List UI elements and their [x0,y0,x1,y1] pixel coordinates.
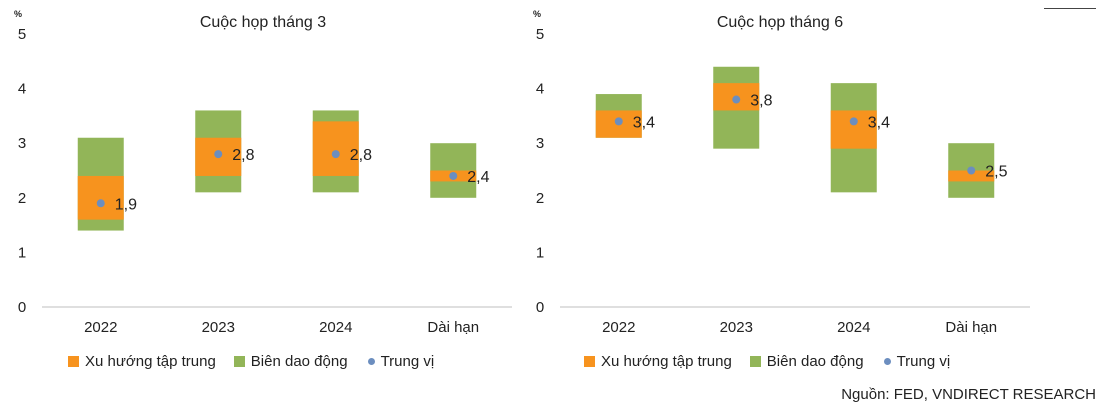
legend-label-range: Biên dao động [766,352,864,370]
chart-2-median-label: 3,4 [633,114,655,131]
legend-item-range: Biên dao động [749,352,864,370]
chart-2-title: Cuộc họp tháng 6 [717,14,843,31]
source-note: Nguồn: FED, VNDIRECT RESEARCH [841,386,1096,403]
chart-1-x-tick-label: 2023 [202,319,235,336]
chart-1-central-bar [312,121,359,176]
chart-1-median-label: 2,8 [232,147,254,164]
chart-1-y-tick-label: 0 [18,299,26,316]
chart-1-y-tick-label: 1 [18,244,26,261]
chart-1-y-tick-label: 2 [18,190,26,207]
chart-2-x-tick-label: 2023 [720,319,753,336]
chart-2-median-label: 3,8 [750,93,772,110]
chart-1-median-label: 1,9 [115,196,137,213]
chart-1-y-unit: % [14,9,22,19]
legend-label-median: Trung vị [380,352,435,370]
chart-2-median-point [967,166,976,175]
legend-item-central: Xu hướng tập trung [68,353,216,370]
chart-1-median-point [449,171,458,180]
chart-2-median-label: 2,5 [985,164,1007,181]
legend-label-central: Xu hướng tập trung [601,352,732,370]
charts: Cuộc họp tháng 3% 0 1 2 3 4 5 1,9 2022 2,8 2023 2,8… [14,9,1030,336]
chart-2-median-point [849,117,858,126]
legend-swatch-central [68,355,79,367]
chart-2-x-tick-label: 2024 [837,319,870,336]
chart-2-central-bar [948,170,995,182]
chart-2-y-tick-label: 0 [536,299,544,316]
chart-1-median-point [331,150,340,159]
legend-right: Xu hướng tập trung Biên dao động Trung v… [584,349,968,373]
legend-label-central: Xu hướng tập trung [85,352,216,370]
chart-1-y-tick-label: 5 [18,26,26,43]
chart-1-central-bar [77,175,124,220]
chart-1-median-label: 2,8 [350,147,372,164]
chart-2-x-tick-label: 2022 [602,319,635,336]
chart-2-y-tick-label: 3 [536,135,544,152]
legend-item-range: Biên dao động [233,352,348,370]
chart-2-median-label: 3,4 [868,114,890,131]
divider [1044,8,1096,9]
legend-swatch-central [584,355,595,367]
chart-2-median-point [732,95,741,104]
chart-2-central-bar [830,110,877,149]
chart-1-median-point [96,199,105,208]
legend-item-central: Xu hướng tập trung [584,353,732,370]
chart-1-y-tick-label: 3 [18,135,26,152]
legend-swatch-median [883,357,891,365]
legend-item-median: Trung vị [882,352,951,370]
chart-2-median-point [614,117,623,126]
chart-1-x-tick-label: 2024 [319,319,352,336]
chart-2-y-tick-label: 2 [536,190,544,207]
chart-2-y-unit: % [533,9,541,19]
chart-1-y-tick-label: 4 [18,81,26,98]
chart-2-y-tick-label: 4 [536,81,544,98]
legend-swatch-median [367,357,375,365]
legend-swatch-range [233,355,245,367]
legend-left: Xu hướng tập trung Biên dao động Trung v… [68,349,452,373]
chart-1-title: Cuộc họp tháng 3 [200,14,326,31]
legend-label-range: Biên dao động [250,352,348,370]
chart-1-x-tick-label: Dài hạn [427,319,479,336]
chart-2-y-tick-label: 1 [536,244,544,261]
legend-item-median: Trung vị [366,352,435,370]
chart-2-x-tick-label: Dài hạn [945,319,997,336]
chart-1-x-tick-label: 2022 [84,319,117,336]
legend-label-median: Trung vị [896,352,951,370]
chart-1-median-point [214,150,223,159]
chart-2-y-tick-label: 5 [536,26,544,43]
chart-1-median-label: 2,4 [467,169,489,186]
legend-swatch-range [749,355,761,367]
